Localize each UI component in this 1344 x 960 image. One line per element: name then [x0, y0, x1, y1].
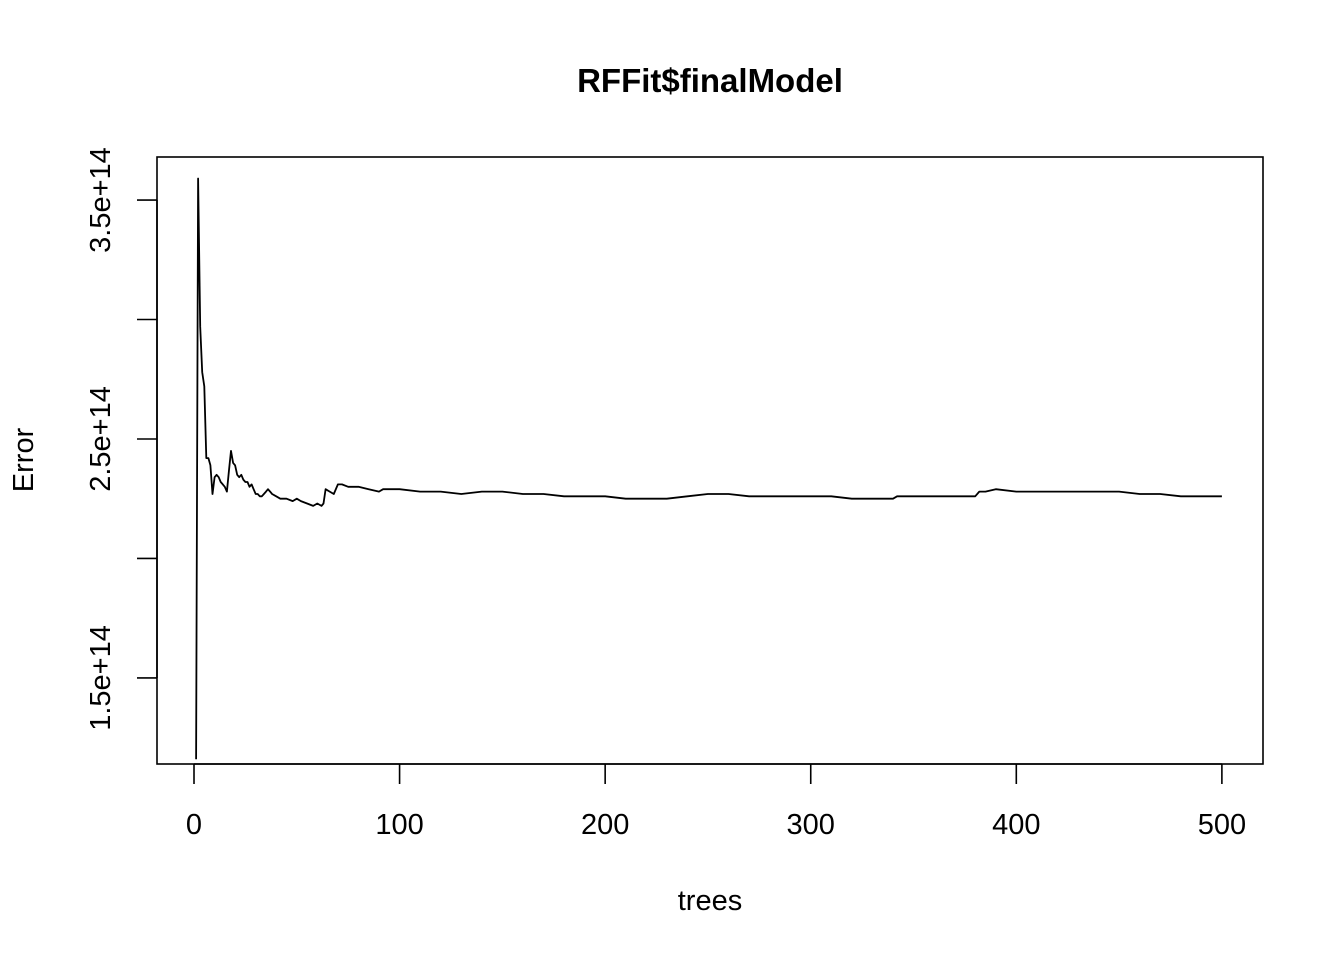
- series-line-error: [195, 177, 1222, 760]
- x-tick-label: 100: [375, 809, 423, 841]
- x-tick-label: 300: [787, 809, 835, 841]
- y-tick-label: 2.5e+14: [85, 386, 117, 492]
- chart-title: RFFit$finalModel: [577, 62, 843, 99]
- x-axis: 0 100 200 300 400 500: [186, 763, 1246, 841]
- y-axis-label: Error: [8, 427, 40, 492]
- x-tick-label: 500: [1198, 809, 1246, 841]
- y-axis: 1.5e+14 2.5e+14 3.5e+14: [85, 147, 158, 731]
- y-tick-label: 3.5e+14: [85, 147, 117, 253]
- plot-area-border: [156, 156, 1264, 765]
- x-axis-label: trees: [678, 885, 742, 917]
- x-tick-label: 0: [186, 809, 202, 841]
- x-tick-label: 400: [992, 809, 1040, 841]
- y-tick-label: 1.5e+14: [85, 625, 117, 731]
- x-tick-label: 200: [581, 809, 629, 841]
